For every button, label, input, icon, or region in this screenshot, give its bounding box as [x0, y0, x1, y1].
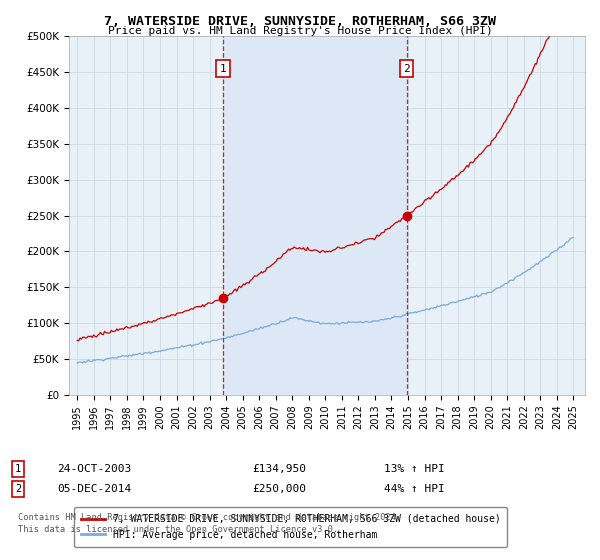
Text: 24-OCT-2003: 24-OCT-2003 — [57, 464, 131, 474]
Text: 44% ↑ HPI: 44% ↑ HPI — [384, 484, 445, 494]
Bar — [223, 36, 407, 395]
Legend: 7, WATERSIDE DRIVE, SUNNYSIDE, ROTHERHAM, S66 3ZW (detached house), HPI: Average: 7, WATERSIDE DRIVE, SUNNYSIDE, ROTHERHAM… — [74, 507, 508, 547]
Text: 2: 2 — [15, 484, 21, 494]
Text: £134,950: £134,950 — [252, 464, 306, 474]
Text: 1: 1 — [15, 464, 21, 474]
Text: 7, WATERSIDE DRIVE, SUNNYSIDE, ROTHERHAM, S66 3ZW: 7, WATERSIDE DRIVE, SUNNYSIDE, ROTHERHAM… — [104, 15, 496, 27]
Text: 2: 2 — [403, 64, 410, 74]
Text: 13% ↑ HPI: 13% ↑ HPI — [384, 464, 445, 474]
Text: 05-DEC-2014: 05-DEC-2014 — [57, 484, 131, 494]
Text: 1: 1 — [220, 64, 227, 74]
Text: Contains HM Land Registry data © Crown copyright and database right 2024.: Contains HM Land Registry data © Crown c… — [18, 514, 401, 522]
Text: This data is licensed under the Open Government Licence v3.0.: This data is licensed under the Open Gov… — [18, 525, 338, 534]
Text: Price paid vs. HM Land Registry's House Price Index (HPI): Price paid vs. HM Land Registry's House … — [107, 26, 493, 36]
Text: £250,000: £250,000 — [252, 484, 306, 494]
